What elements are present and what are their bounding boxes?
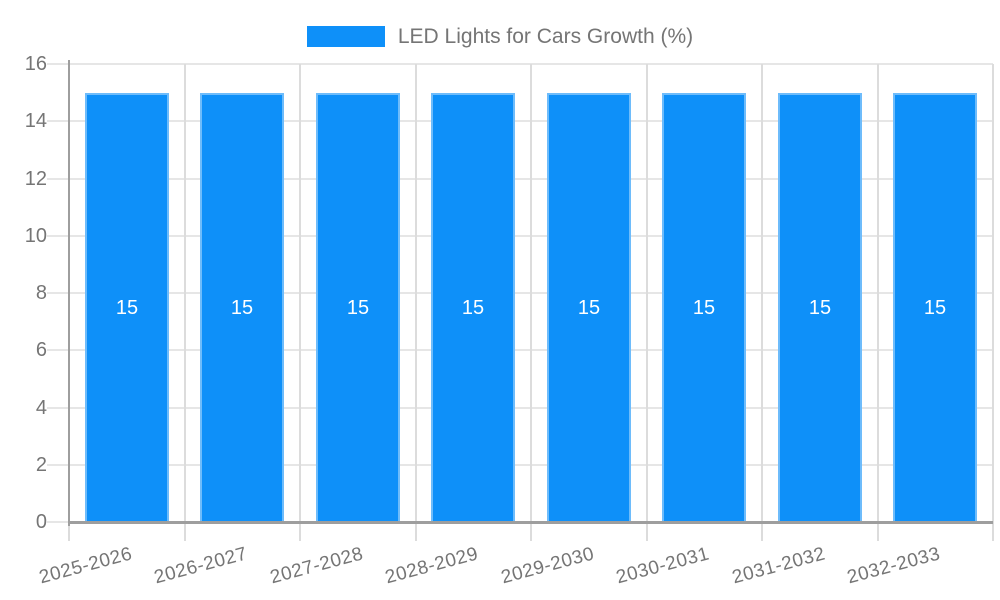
v-gridline <box>646 64 648 522</box>
x-tick <box>184 522 186 541</box>
y-tick <box>47 235 69 237</box>
x-tick <box>992 522 994 541</box>
y-axis-label: 14 <box>24 110 47 132</box>
y-axis-label: 6 <box>35 339 47 361</box>
bar[interactable]: 15 <box>662 93 746 522</box>
y-axis-label: 10 <box>24 225 47 247</box>
bar-value-label: 15 <box>923 297 947 319</box>
x-axis-label: 2026-2027 <box>152 543 250 589</box>
bar[interactable]: 15 <box>316 93 400 522</box>
bar-value-label: 15 <box>230 297 254 319</box>
x-tick <box>299 522 301 541</box>
y-tick <box>47 521 69 523</box>
bar-value-label: 15 <box>346 297 370 319</box>
x-axis-label: 2028-2029 <box>383 543 481 589</box>
y-axis-label: 4 <box>35 397 47 419</box>
bar[interactable]: 15 <box>431 93 515 522</box>
x-axis-label: 2031-2032 <box>730 543 828 589</box>
y-axis-label: 2 <box>35 454 47 476</box>
y-axis-label: 16 <box>24 53 47 75</box>
bar[interactable]: 15 <box>85 93 169 522</box>
y-axis-label: 0 <box>35 511 47 533</box>
y-axis-line <box>68 60 70 526</box>
bar-value-label: 15 <box>692 297 716 319</box>
bar-value-label: 15 <box>808 297 832 319</box>
v-gridline <box>992 64 994 522</box>
y-tick <box>47 120 69 122</box>
y-tick <box>47 464 69 466</box>
bar[interactable]: 15 <box>200 93 284 522</box>
x-axis-label: 2032-2033 <box>845 543 943 589</box>
x-tick <box>761 522 763 541</box>
legend-swatch <box>306 26 385 47</box>
v-gridline <box>530 64 532 522</box>
legend: LED Lights for Cars Growth (%) <box>0 24 1000 49</box>
bar-value-label: 15 <box>577 297 601 319</box>
x-axis-line <box>69 521 993 524</box>
y-tick <box>47 63 69 65</box>
x-axis-label: 2025-2026 <box>37 543 135 589</box>
bar-value-label: 15 <box>461 297 485 319</box>
v-gridline <box>415 64 417 522</box>
x-axis-label: 2029-2030 <box>499 543 597 589</box>
x-tick <box>877 522 879 541</box>
y-tick <box>47 178 69 180</box>
v-gridline <box>184 64 186 522</box>
bar[interactable]: 15 <box>893 93 977 522</box>
bar-value-label: 15 <box>115 297 139 319</box>
y-axis-label: 12 <box>24 168 47 190</box>
x-tick <box>68 522 70 541</box>
x-tick <box>646 522 648 541</box>
x-axis-label: 2027-2028 <box>268 543 366 589</box>
bar[interactable]: 15 <box>778 93 862 522</box>
x-axis-label: 2030-2031 <box>614 543 712 589</box>
legend-label: LED Lights for Cars Growth (%) <box>397 25 694 48</box>
y-axis-label: 8 <box>35 282 47 304</box>
bar[interactable]: 15 <box>547 93 631 522</box>
x-tick <box>415 522 417 541</box>
x-tick <box>530 522 532 541</box>
y-tick <box>47 292 69 294</box>
y-tick <box>47 349 69 351</box>
v-gridline <box>877 64 879 522</box>
v-gridline <box>761 64 763 522</box>
y-tick <box>47 407 69 409</box>
v-gridline <box>299 64 301 522</box>
